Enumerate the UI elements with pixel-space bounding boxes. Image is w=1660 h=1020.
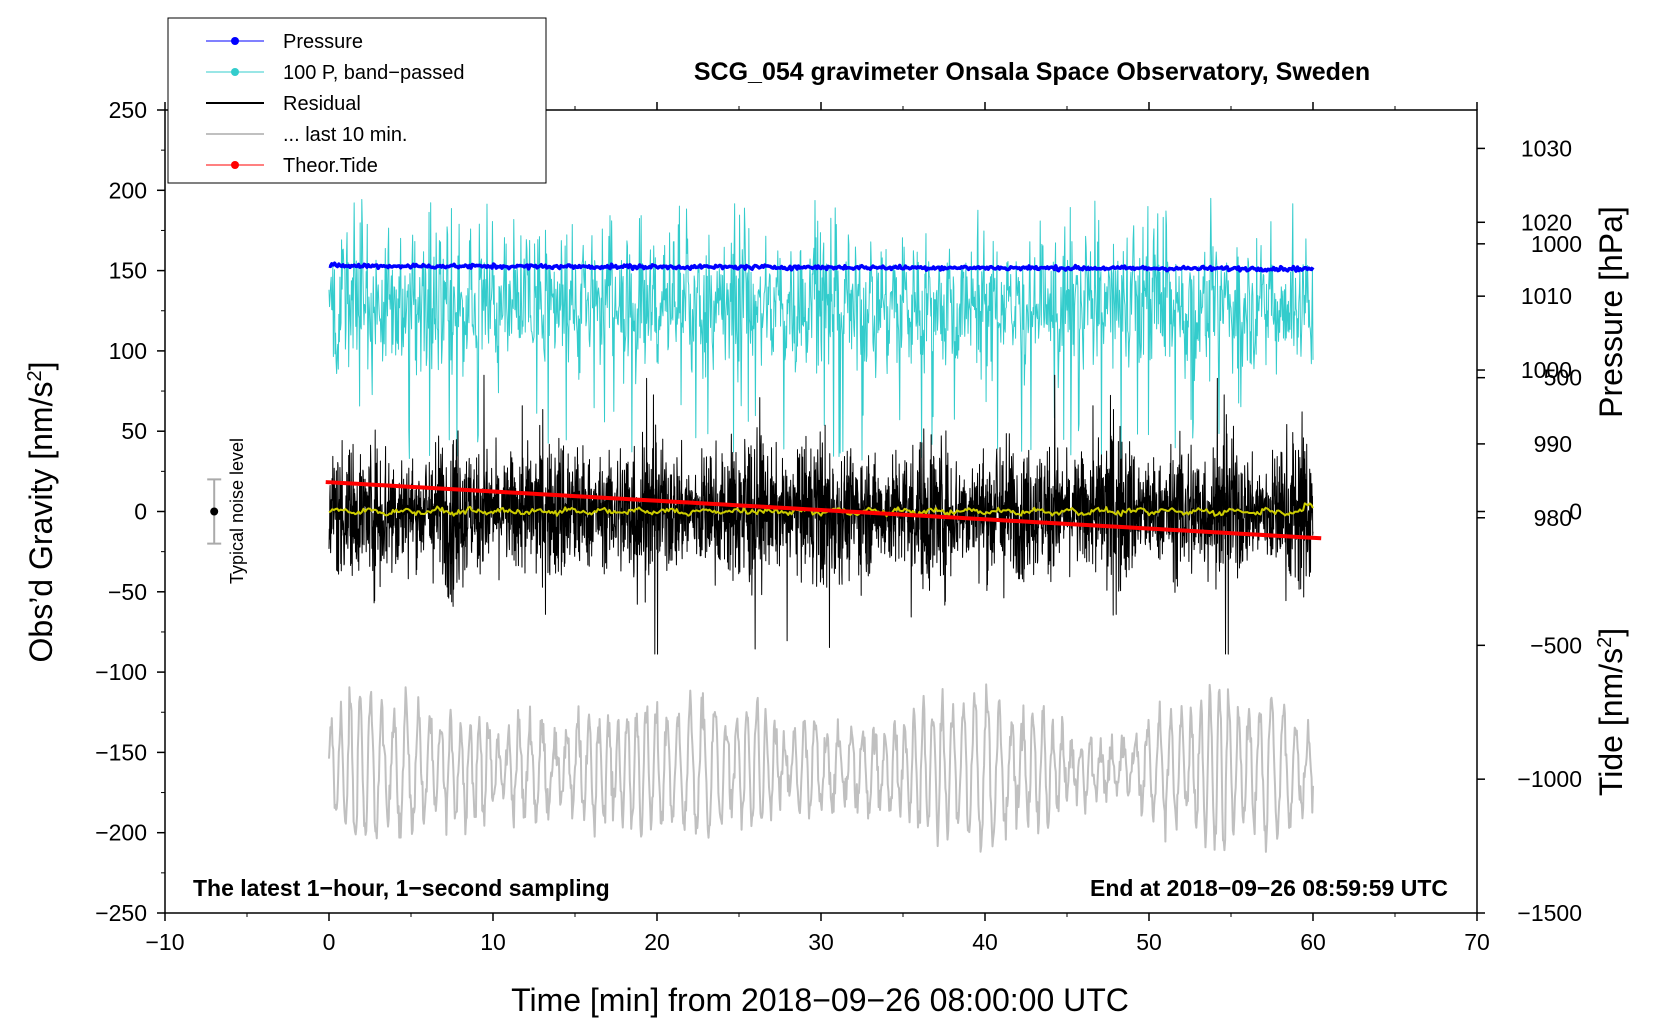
tide-tick-label: 500: [1544, 365, 1582, 391]
pressure-tick-label: 1000: [1521, 357, 1572, 383]
x-tick-label: 70: [1464, 929, 1490, 955]
y-axis-label: Obs’d Gravity [nm/s2]: [23, 362, 59, 663]
pressure-tick-label: 990: [1534, 431, 1572, 457]
y-axis-label-end: ]: [23, 362, 59, 371]
y-tick-label: 200: [109, 177, 147, 203]
series-residual-smoothed: [328, 502, 1314, 518]
noise-level-label: Typical noise level: [227, 438, 247, 584]
y-tick-label: −150: [95, 739, 147, 765]
series-theoretical-tide: [325, 480, 1322, 541]
x-tick-label: 30: [808, 929, 834, 955]
tide-tick-label: −1000: [1517, 766, 1582, 792]
y-tick-label: 250: [109, 97, 147, 123]
tide-tick-label: −1500: [1517, 900, 1582, 926]
tide-axis-label-end: ]: [1593, 628, 1629, 637]
x-tick-label: 60: [1300, 929, 1326, 955]
legend-label: ... last 10 min.: [283, 124, 408, 146]
legend-marker: [231, 68, 239, 76]
noise-level-indicator: [207, 478, 222, 545]
tide-tick-label: 0: [1569, 499, 1582, 525]
y-axis-label-sup: 2: [24, 370, 46, 381]
tide-axis-label-main: Tide [nm/s: [1593, 648, 1629, 796]
series-pressure: [328, 261, 1315, 273]
y-tick-label: 100: [109, 338, 147, 364]
annotation-latest-hour: The latest 1−hour, 1−second sampling: [193, 875, 610, 901]
pressure-tick-label: 1010: [1521, 283, 1572, 309]
legend: Pressure 100 P, band−passed Residual ... la…: [167, 17, 547, 184]
legend-marker: [231, 161, 239, 169]
pressure-tick-label: 1030: [1521, 135, 1572, 161]
y-tick-label: −50: [108, 579, 147, 605]
series-band-passed-pressure: [328, 197, 1314, 462]
tide-tick-label: −500: [1530, 632, 1582, 658]
tide-axis-label-sup: 2: [1594, 637, 1616, 648]
x-tick-label: 50: [1136, 929, 1162, 955]
y-tick-label: 50: [121, 418, 147, 444]
y-tick-label: 0: [134, 499, 147, 525]
x-axis-label: Time [min] from 2018−09−26 08:00:00 UTC: [511, 982, 1129, 1018]
series-layer: [325, 197, 1322, 853]
y-axis-label-main: Obs’d Gravity [nm/s: [23, 382, 59, 663]
pressure-axis-label: Pressure [hPa]: [1593, 206, 1629, 418]
x-tick-label: 0: [323, 929, 336, 955]
y-tick-label: −250: [95, 900, 147, 926]
x-tick-label: 40: [972, 929, 998, 955]
chart-title: SCG_054 gravimeter Onsala Space Observat…: [694, 58, 1370, 86]
axes-layer: −10 0 10 20 30 40 50 60 70250200150100500−50−100…: [95, 97, 1582, 955]
tide-axis-label: Tide [nm/s2]: [1593, 628, 1629, 796]
series-last-10-min: [328, 683, 1314, 853]
x-tick-label: 20: [644, 929, 670, 955]
pressure-tick-label: 980: [1534, 505, 1572, 531]
y-tick-label: −100: [95, 659, 147, 685]
y-tick-label: 150: [109, 258, 147, 284]
legend-label: Residual: [283, 93, 361, 115]
legend-label: 100 P, band−passed: [283, 62, 464, 84]
legend-marker: [231, 37, 239, 45]
noise-center-dot: [210, 507, 219, 516]
legend-box: [167, 17, 547, 184]
x-tick-label: 10: [480, 929, 506, 955]
series-residual: [328, 374, 1314, 655]
tide-tick-label: 1000: [1531, 231, 1582, 257]
annotation-end-time: End at 2018−09−26 08:59:59 UTC: [1090, 875, 1448, 901]
y-tick-label: −200: [95, 820, 147, 846]
x-tick-label: −10: [145, 929, 184, 955]
legend-label: Theor.Tide: [283, 155, 378, 177]
legend-label: Pressure: [283, 31, 363, 53]
pressure-tick-label: 1020: [1521, 209, 1572, 235]
